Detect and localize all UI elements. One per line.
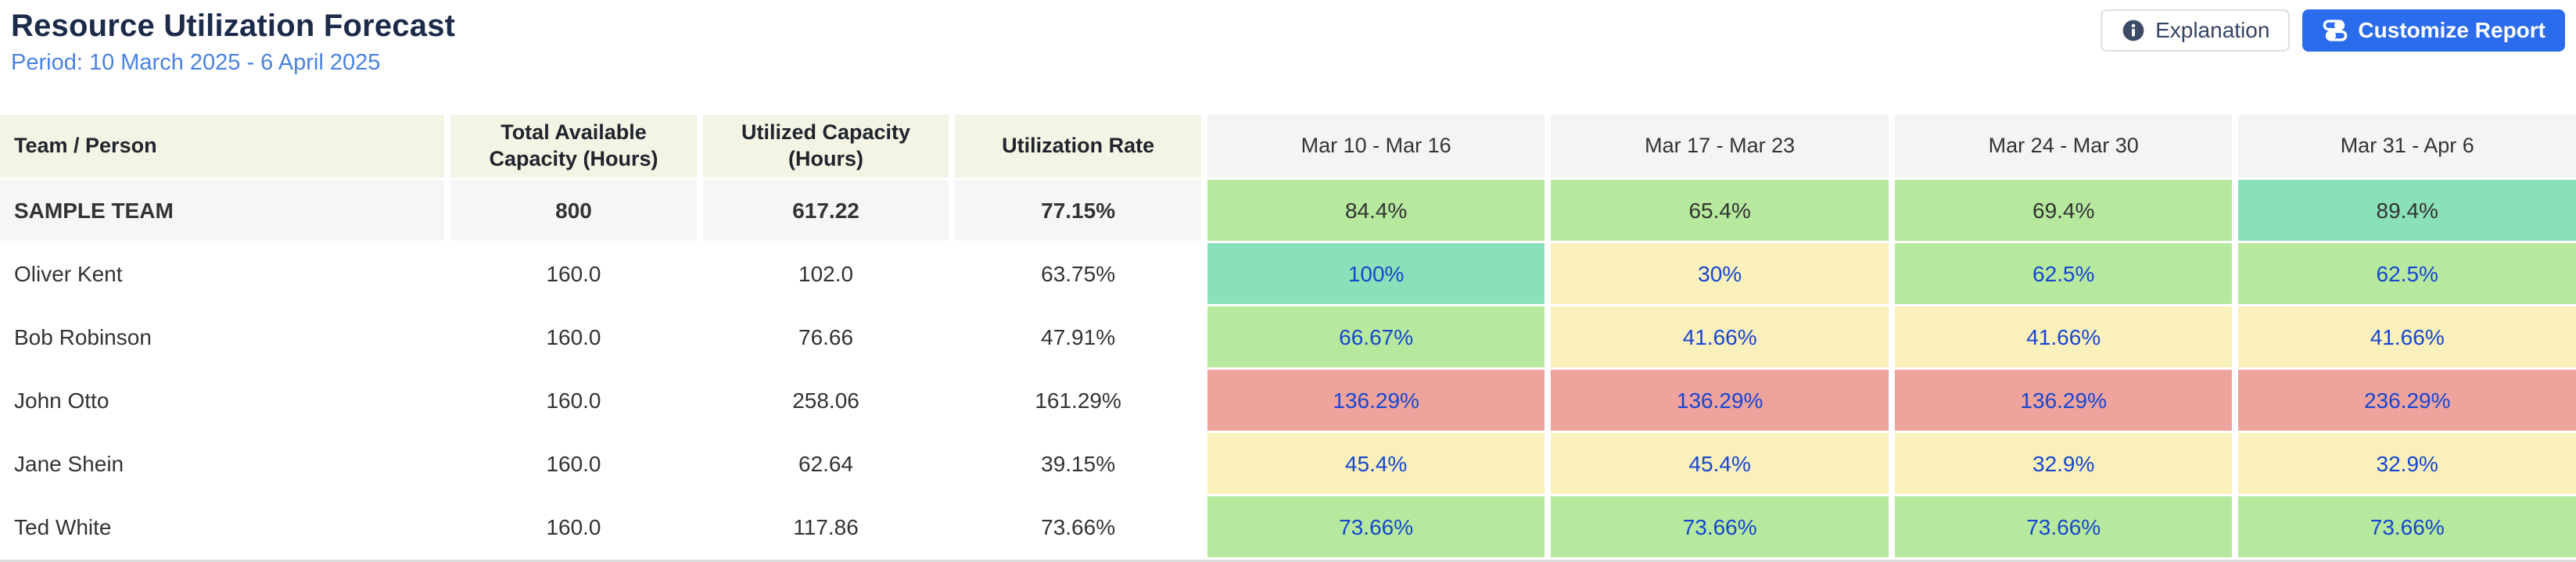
page-title: Resource Utilization Forecast [11,9,456,43]
utilization-rate-cell: 47.91% [955,306,1201,367]
column-header-week-4: Mar 31 - Apr 6 [2238,115,2576,177]
available-capacity-cell: 160.0 [450,243,697,304]
title-block: Resource Utilization Forecast Period: 10… [11,6,455,76]
sliders-icon [2322,17,2348,44]
week-utilization-link[interactable]: 32.9% [1894,433,2233,494]
utilization-table: Team / Person Total Available Capacity (… [0,115,2576,557]
utilization-rate-cell: 39.15% [955,433,1201,494]
customize-report-button[interactable]: Customize Report [2302,9,2565,52]
info-icon [2121,18,2146,43]
week-utilization-link[interactable]: 45.4% [1551,433,1889,494]
explanation-button-label: Explanation [2155,18,2270,42]
available-capacity-cell: 160.0 [450,370,697,431]
available-capacity-cell: 160.0 [450,496,697,557]
week-utilization-link[interactable]: 73.66% [1551,496,1889,557]
header-actions: Explanation Customize Report [2101,9,2565,52]
period-subtitle: Period: 10 March 2025 - 6 April 2025 [11,50,381,75]
column-header-utilization-rate: Utilization Rate [955,115,1201,177]
column-header-utilized: Utilized Capacity (Hours) [702,115,949,177]
team-person-cell: Jane Shein [0,433,445,494]
team-person-cell: John Otto [0,370,445,431]
week-utilization-link[interactable]: 45.4% [1207,433,1545,494]
week-utilization-cell: 89.4% [2238,180,2576,241]
utilized-capacity-cell: 117.86 [702,496,949,557]
utilized-capacity-cell: 102.0 [702,243,949,304]
available-capacity-cell: 160.0 [450,433,697,494]
utilized-capacity-cell: 76.66 [702,306,949,367]
utilized-capacity-cell: 258.06 [702,370,949,431]
column-header-week-3: Mar 24 - Mar 30 [1894,115,2233,177]
utilization-rate-cell: 63.75% [955,243,1201,304]
week-utilization-link[interactable]: 41.66% [1894,306,2233,367]
week-utilization-link[interactable]: 41.66% [1551,306,1889,367]
week-utilization-link[interactable]: 73.66% [1207,496,1545,557]
week-utilization-link[interactable]: 73.66% [2238,496,2576,557]
week-utilization-link[interactable]: 32.9% [2238,433,2576,494]
week-utilization-link[interactable]: 66.67% [1207,306,1545,367]
column-header-total-available: Total Available Capacity (Hours) [450,115,697,177]
week-utilization-link[interactable]: 41.66% [2238,306,2576,367]
utilization-rate-cell: 161.29% [955,370,1201,431]
team-person-cell: Bob Robinson [0,306,445,367]
team-person-cell: Oliver Kent [0,243,445,304]
week-utilization-cell: 69.4% [1894,180,2233,241]
week-utilization-link[interactable]: 62.5% [1894,243,2233,304]
week-utilization-link[interactable]: 62.5% [2238,243,2576,304]
team-person-cell: SAMPLE TEAM [0,180,445,241]
utilized-capacity-cell: 617.22 [702,180,949,241]
week-utilization-link[interactable]: 73.66% [1894,496,2233,557]
week-utilization-link[interactable]: 100% [1207,243,1545,304]
week-utilization-link[interactable]: 136.29% [1207,370,1545,431]
week-utilization-cell: 65.4% [1551,180,1889,241]
explanation-button[interactable]: Explanation [2101,9,2291,52]
column-header-week-1: Mar 10 - Mar 16 [1207,115,1545,177]
available-capacity-cell: 160.0 [450,306,697,367]
customize-report-button-label: Customize Report [2358,18,2546,42]
column-header-week-2: Mar 17 - Mar 23 [1551,115,1889,177]
utilization-rate-cell: 77.15% [955,180,1201,241]
available-capacity-cell: 800 [450,180,697,241]
utilization-rate-cell: 73.66% [955,496,1201,557]
team-person-cell: Ted White [0,496,445,557]
week-utilization-cell: 84.4% [1207,180,1545,241]
week-utilization-link[interactable]: 236.29% [2238,370,2576,431]
column-header-team-person: Team / Person [0,115,445,177]
week-utilization-link[interactable]: 30% [1551,243,1889,304]
week-utilization-link[interactable]: 136.29% [1894,370,2233,431]
topbar: Resource Utilization Forecast Period: 10… [0,0,2576,115]
week-utilization-link[interactable]: 136.29% [1551,370,1889,431]
utilized-capacity-cell: 62.64 [702,433,949,494]
